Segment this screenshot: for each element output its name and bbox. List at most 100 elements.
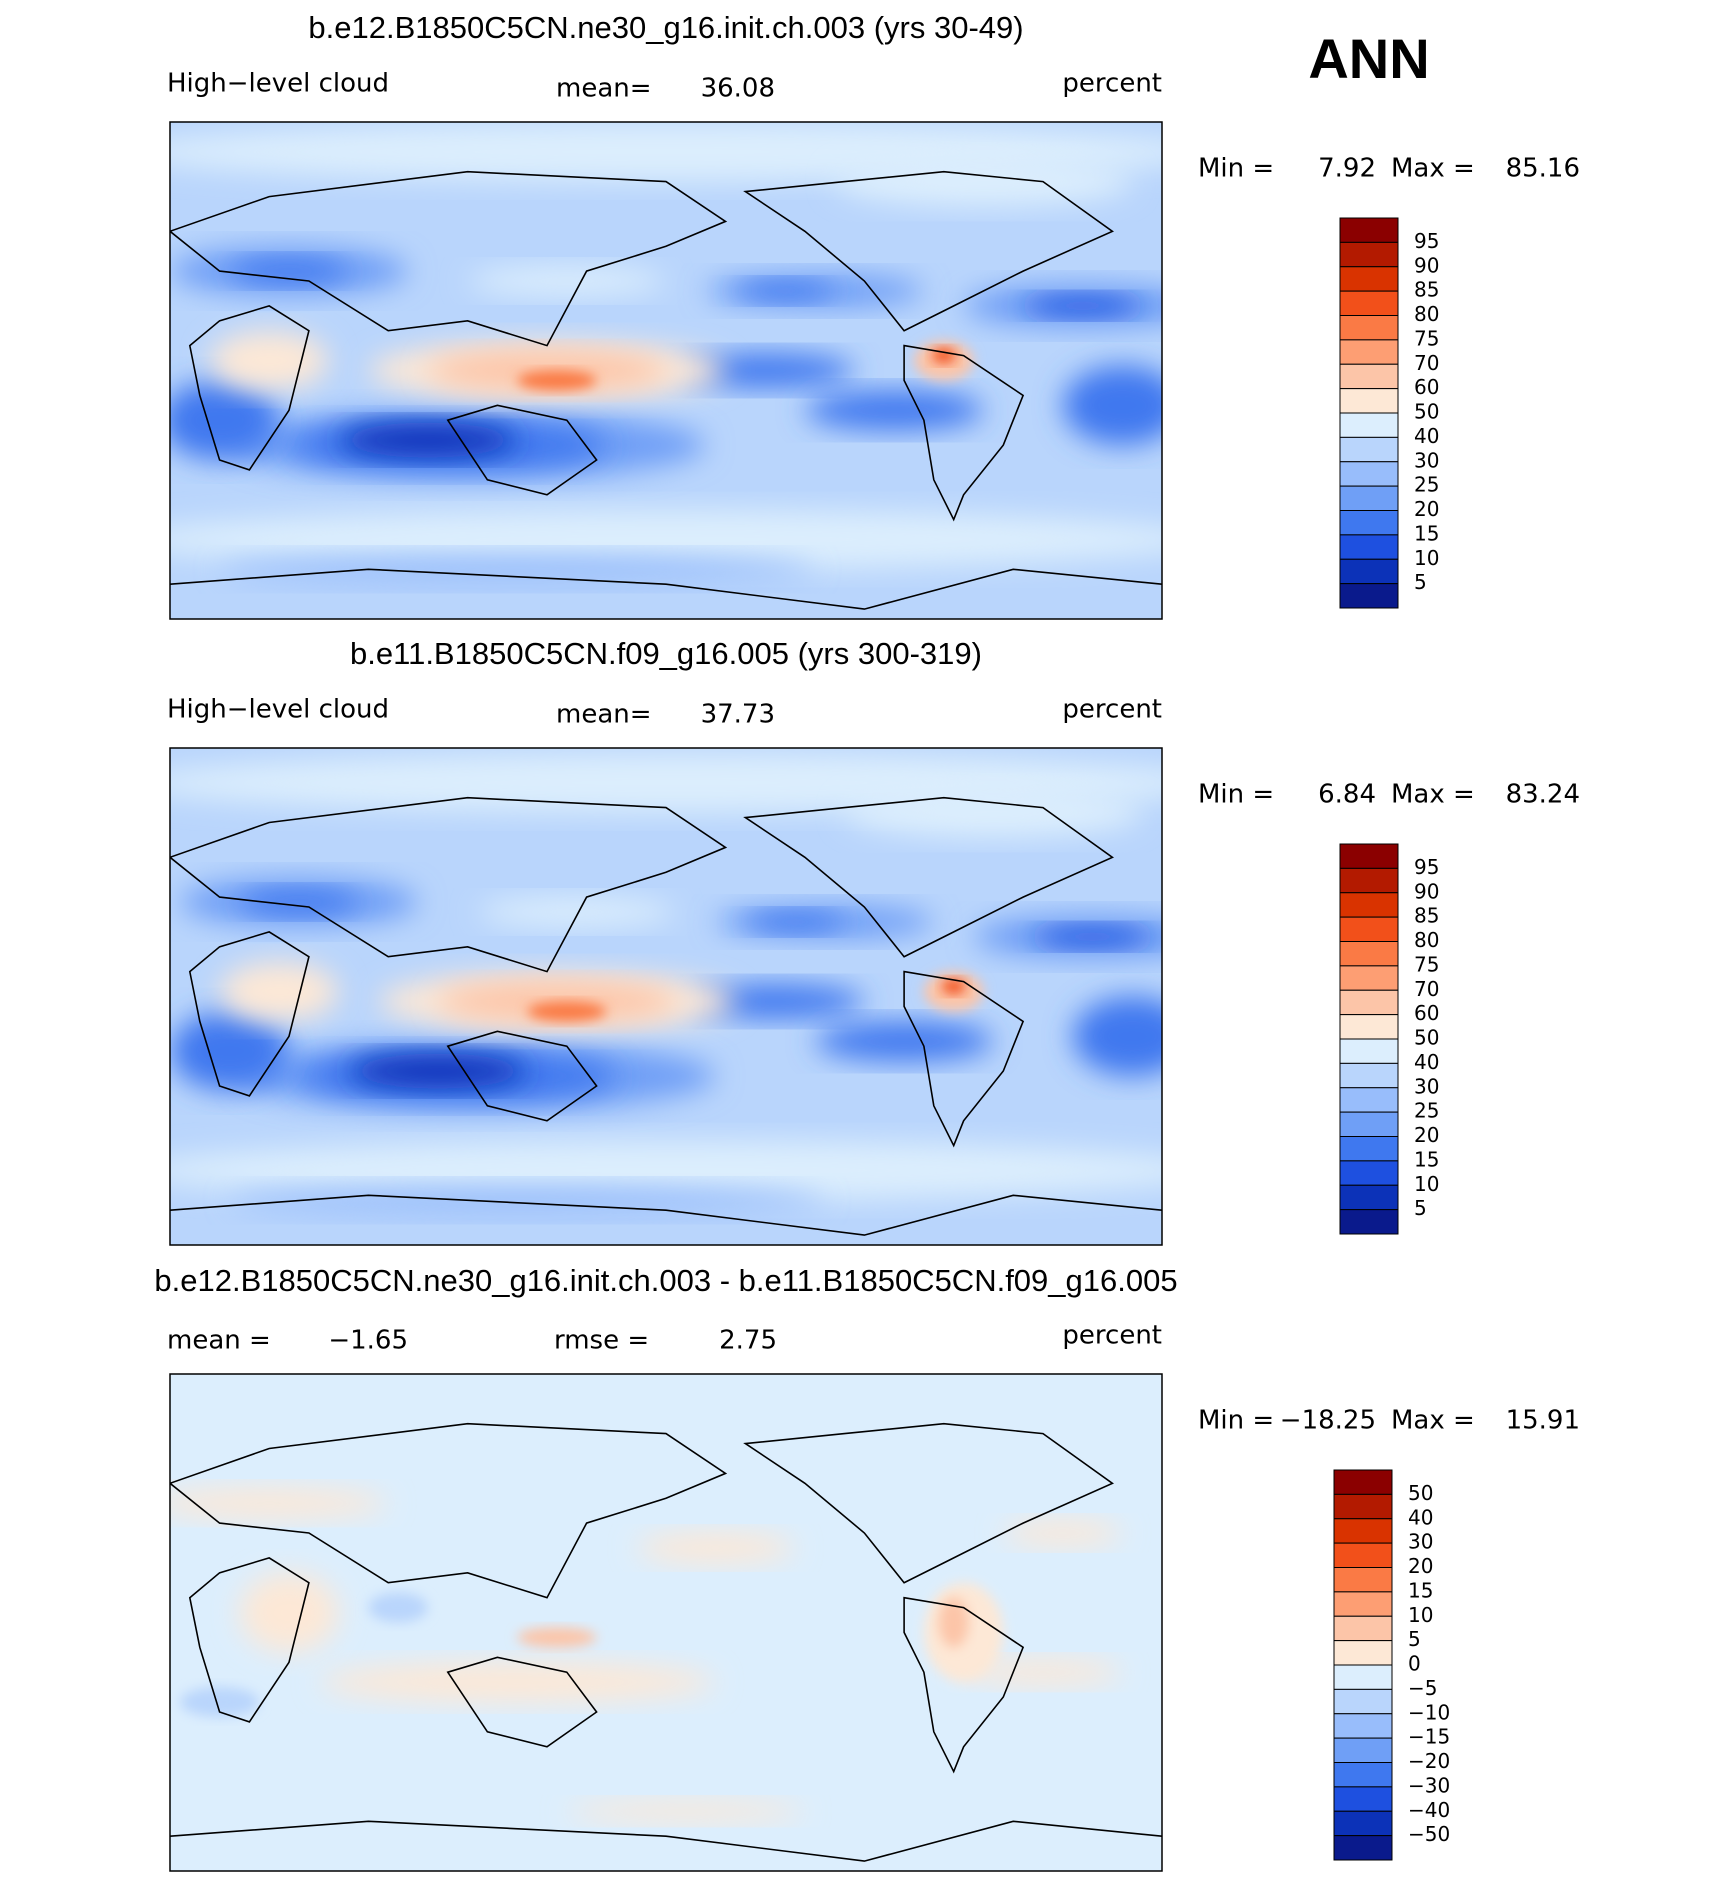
field-blob	[685, 984, 865, 1019]
colorbar-box	[1333, 1469, 1393, 1495]
colorbar-label: 60	[1414, 375, 1439, 399]
colorbar-box	[1333, 1762, 1393, 1788]
colorbar-box	[1339, 290, 1399, 316]
max-value: 15.91	[1506, 1406, 1580, 1436]
colorbar-label: 40	[1414, 1050, 1439, 1074]
colorbar-label: 95	[1414, 229, 1439, 253]
field-blob	[675, 353, 855, 388]
colorbar-box	[1339, 916, 1399, 942]
colorbar-label: 30	[1414, 1074, 1439, 1098]
colorbar-label: 10	[1408, 1603, 1433, 1627]
colorbar-label: −15	[1408, 1725, 1450, 1749]
field-blob	[467, 266, 666, 296]
field-blob	[229, 1185, 825, 1216]
coastline	[743, 796, 1115, 958]
colorbar-box	[1339, 892, 1399, 918]
season-label: ANN	[1308, 27, 1429, 90]
field-blob	[1033, 926, 1153, 947]
colorbar-label: 5	[1414, 570, 1427, 594]
coastline	[446, 1030, 598, 1122]
colorbar-box	[1339, 534, 1399, 560]
min-value: −18.25	[1280, 1406, 1376, 1436]
coastline	[446, 404, 598, 496]
colorbar-label: 30	[1408, 1530, 1433, 1554]
field-blob	[938, 1597, 969, 1648]
field-blob	[1023, 295, 1143, 316]
field-blob	[239, 889, 359, 915]
colorbar-box	[1339, 461, 1399, 487]
colorbar-label: −40	[1408, 1798, 1450, 1822]
field-blob	[170, 380, 280, 460]
panel: b.e11.B1850C5CN.f09_g16.005 (yrs 300-319…	[167, 636, 1580, 1246]
colorbar-box	[1339, 485, 1399, 511]
colorbar-box	[1339, 1087, 1399, 1113]
colorbar-box	[1333, 1615, 1393, 1642]
colorbar-label: 15	[1414, 1147, 1439, 1171]
colorbar-label: 20	[1414, 1123, 1439, 1147]
coastline	[170, 568, 1162, 610]
colorbar-label: 15	[1408, 1578, 1433, 1602]
colorbar-label: −50	[1408, 1822, 1450, 1846]
colorbar-label: 30	[1414, 448, 1439, 472]
colorbar-label: −5	[1408, 1676, 1437, 1700]
mean-value: −1.65	[328, 1326, 408, 1356]
field-blob	[170, 1488, 389, 1519]
field-blob	[170, 509, 1162, 570]
field-blob	[1072, 996, 1162, 1077]
min-label: Min =	[1198, 780, 1274, 810]
map	[170, 122, 1162, 619]
coastline	[170, 796, 728, 973]
colorbar-box	[1339, 1209, 1399, 1235]
colorbar-box	[1333, 1542, 1393, 1568]
colorbar-box	[1339, 989, 1399, 1016]
colorbar-label: 75	[1414, 952, 1439, 976]
map-frame	[169, 121, 1163, 620]
map-frame	[169, 1373, 1163, 1872]
colorbar-label: 5	[1408, 1627, 1421, 1651]
field-blob	[804, 390, 984, 431]
colorbar-label: 40	[1408, 1505, 1433, 1529]
field-blob	[338, 422, 518, 458]
field-blob	[963, 1659, 1123, 1685]
colorbar-box	[1339, 266, 1399, 292]
colorbar-box	[1339, 1111, 1399, 1137]
field-blob	[348, 1053, 528, 1089]
colorbar-label: 90	[1414, 879, 1439, 903]
panel: b.e12.B1850C5CN.ne30_g16.init.ch.003 (yr…	[167, 10, 1580, 620]
mean-value: 37.73	[701, 700, 775, 730]
colorbar-box	[1333, 1713, 1393, 1739]
colorbar-box	[1339, 867, 1399, 894]
colorbar-box	[1333, 1737, 1393, 1763]
colorbar-label: 50	[1414, 400, 1439, 424]
colorbar-box	[1333, 1688, 1393, 1715]
colorbar-label: 80	[1414, 928, 1439, 952]
coastline	[743, 1422, 1115, 1584]
colorbar-box	[1339, 941, 1399, 967]
colorbar-label: 10	[1414, 546, 1439, 570]
colorbar-box	[1339, 1160, 1399, 1186]
units-label: percent	[1062, 69, 1162, 99]
colorbar-label: 85	[1414, 278, 1439, 302]
min-label: Min =	[1198, 154, 1274, 184]
rmse-value: 2.75	[719, 1326, 777, 1356]
colorbar-label: 50	[1408, 1481, 1433, 1505]
colorbar-label: 0	[1408, 1652, 1421, 1676]
field-blob	[209, 330, 329, 391]
colorbar-label: 95	[1414, 855, 1439, 879]
colorbar-box	[1339, 363, 1399, 390]
coastline	[903, 970, 1025, 1148]
colorbar-label: −20	[1408, 1749, 1450, 1773]
colorbar-box	[1339, 241, 1399, 268]
field-blob	[566, 1801, 805, 1822]
colorbar-label: −10	[1408, 1700, 1450, 1724]
colorbar-label: 70	[1414, 351, 1439, 375]
units-label: percent	[1062, 695, 1162, 725]
colorbar-box	[1333, 1493, 1393, 1520]
colorbar-box	[1339, 339, 1399, 365]
rmse-label: rmse =	[554, 1326, 649, 1356]
mean-label: mean=	[556, 74, 652, 104]
colorbar-box	[1333, 1591, 1393, 1617]
mean-value: 36.08	[701, 74, 775, 104]
map	[170, 1374, 1162, 1871]
